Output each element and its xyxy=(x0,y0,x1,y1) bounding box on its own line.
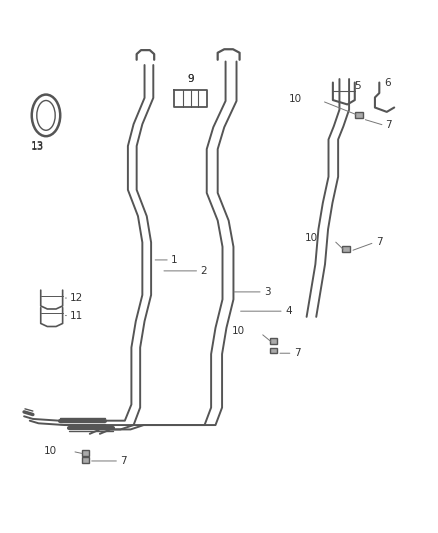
Text: 7: 7 xyxy=(294,348,300,358)
Text: 11: 11 xyxy=(70,311,83,320)
Text: 1: 1 xyxy=(171,255,177,265)
Bar xyxy=(82,450,89,456)
Text: 7: 7 xyxy=(385,120,392,131)
Text: 4: 4 xyxy=(285,306,292,316)
Text: 9: 9 xyxy=(187,74,194,84)
Bar xyxy=(82,457,89,463)
Text: 7: 7 xyxy=(376,237,382,247)
Text: 10: 10 xyxy=(232,326,245,336)
Bar xyxy=(355,112,363,118)
Text: 5: 5 xyxy=(354,81,360,91)
Text: 13: 13 xyxy=(31,141,44,151)
Text: 3: 3 xyxy=(264,287,271,297)
Bar xyxy=(270,348,277,353)
Text: 9: 9 xyxy=(187,75,194,84)
Text: 7: 7 xyxy=(120,456,127,466)
Text: 10: 10 xyxy=(44,446,57,456)
Text: 2: 2 xyxy=(201,266,207,276)
Bar xyxy=(270,338,277,344)
Text: 13: 13 xyxy=(31,142,44,152)
Text: 12: 12 xyxy=(70,293,83,303)
Bar xyxy=(342,246,350,252)
Text: 6: 6 xyxy=(385,78,391,88)
Text: 10: 10 xyxy=(304,233,318,243)
Text: 10: 10 xyxy=(289,94,302,104)
